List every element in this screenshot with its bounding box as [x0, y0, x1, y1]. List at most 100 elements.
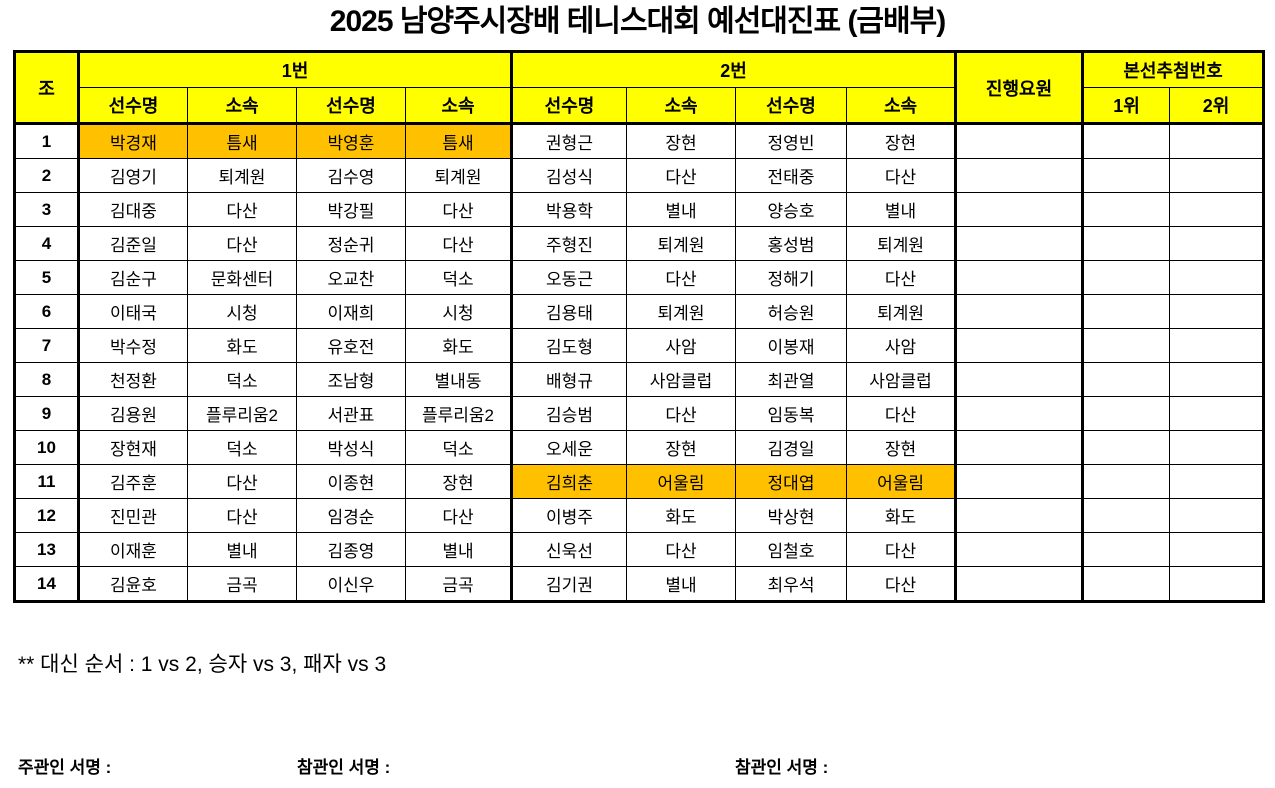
player-name-cell: 이신우 [296, 566, 406, 602]
first-place-cell [1081, 260, 1171, 295]
club-cell: 다산 [187, 498, 297, 533]
club-cell: 덕소 [187, 430, 297, 465]
club-cell: 장현 [626, 122, 737, 159]
header-draw-number: 본선추첨번호 [1081, 51, 1265, 88]
player-name-cell: 박성식 [296, 430, 406, 465]
header-second-place: 2위 [1169, 87, 1265, 124]
group-number-cell: 14 [14, 566, 79, 602]
player-name-cell: 이병주 [510, 498, 628, 533]
match-order-note: ** 대신 순서 : 1 vs 2, 승자 vs 3, 패자 vs 3 [18, 653, 387, 676]
group-number-cell: 5 [14, 260, 79, 295]
group-number-cell: 11 [14, 464, 79, 499]
club-cell: 다산 [626, 396, 737, 431]
player-name-cell: 서관표 [296, 396, 406, 431]
player-name-cell: 유호전 [296, 328, 406, 363]
second-place-cell [1169, 430, 1265, 465]
club-cell: 퇴계원 [846, 226, 957, 261]
staff-cell [954, 532, 1084, 567]
observer-signature-label: 참관인 서명 : [297, 758, 391, 777]
club-cell: 플루리움2 [187, 396, 297, 431]
player-name-cell: 박경재 [77, 122, 188, 159]
player-name-cell: 임동복 [735, 396, 848, 431]
player-name-cell: 전태중 [735, 158, 848, 193]
bracket-table: 조 1번 2번 진행요원 본선추첨번호 선수명 소속 선수명 소속 선수명 소속… [13, 50, 1266, 603]
group-number-cell: 13 [14, 532, 79, 567]
second-place-cell [1169, 158, 1265, 193]
second-place-cell [1169, 532, 1265, 567]
first-place-cell [1081, 532, 1171, 567]
player-name-cell: 허승원 [735, 294, 848, 329]
player-name-cell: 진민관 [77, 498, 188, 533]
club-cell: 화도 [187, 328, 297, 363]
player-name-cell: 김도형 [510, 328, 628, 363]
player-name-cell: 이재훈 [77, 532, 188, 567]
player-name-cell: 정해기 [735, 260, 848, 295]
club-cell: 금곡 [404, 566, 513, 602]
table-row: 11 김주훈 다산 이종현 장현 김희춘 어울림 정대엽 어울림 [14, 464, 1265, 499]
header-group-column: 조 [14, 51, 79, 124]
club-cell: 다산 [846, 396, 957, 431]
header-match1: 1번 [76, 51, 513, 88]
page-title: 2025 남양주시장배 테니스대회 예선대진표 (금배부) [329, 5, 946, 38]
table-header-group-row: 조 1번 2번 진행요원 본선추첨번호 [14, 51, 1265, 124]
player-name-cell: 김수영 [296, 158, 406, 193]
staff-cell [954, 362, 1084, 397]
table-row: 14 김윤호 금곡 이신우 금곡 김기권 별내 최우석 다산 [14, 566, 1265, 602]
club-cell: 화도 [846, 498, 957, 533]
club-cell: 다산 [846, 532, 957, 567]
player-name-cell: 김윤호 [77, 566, 188, 602]
observer-signature-label: 참관인 서명 : [735, 758, 829, 777]
first-place-cell [1081, 464, 1171, 499]
club-cell: 어울림 [846, 464, 957, 499]
player-name-cell: 박상현 [735, 498, 848, 533]
player-name-cell: 최우석 [735, 566, 848, 602]
header-club: 소속 [404, 87, 513, 124]
table-row: 2 김영기 퇴계원 김수영 퇴계원 김성식 다산 전태중 다산 [14, 158, 1265, 193]
player-name-cell: 김희춘 [510, 464, 628, 499]
group-number-cell: 12 [14, 498, 79, 533]
second-place-cell [1169, 192, 1265, 227]
first-place-cell [1081, 396, 1171, 431]
staff-cell [954, 192, 1084, 227]
first-place-cell [1081, 192, 1171, 227]
club-cell: 장현 [846, 430, 957, 465]
group-number-cell: 1 [14, 122, 79, 159]
club-cell: 금곡 [187, 566, 297, 602]
staff-cell [954, 328, 1084, 363]
player-name-cell: 김기권 [510, 566, 628, 602]
staff-cell [954, 158, 1084, 193]
player-name-cell: 양승호 [735, 192, 848, 227]
club-cell: 장현 [404, 464, 513, 499]
table-row: 12 진민관 다산 임경순 다산 이병주 화도 박상현 화도 [14, 498, 1265, 533]
staff-cell [954, 260, 1084, 295]
second-place-cell [1169, 498, 1265, 533]
club-cell: 별내 [846, 192, 957, 227]
player-name-cell: 이봉재 [735, 328, 848, 363]
club-cell: 장현 [626, 430, 737, 465]
club-cell: 퇴계원 [626, 226, 737, 261]
staff-cell [954, 430, 1084, 465]
table-row: 6 이태국 시청 이재희 시청 김용태 퇴계원 허승원 퇴계원 [14, 294, 1265, 329]
header-player-name: 선수명 [735, 87, 848, 124]
table-row: 3 김대중 다산 박강필 다산 박용학 별내 양승호 별내 [14, 192, 1265, 227]
player-name-cell: 임경순 [296, 498, 406, 533]
table-row: 13 이재훈 별내 김종영 별내 신욱선 다산 임철호 다산 [14, 532, 1265, 567]
table-row: 8 천정환 덕소 조남형 별내동 배형규 사암클럽 최관열 사암클럽 [14, 362, 1265, 397]
table-row: 9 김용원 플루리움2 서관표 플루리움2 김승범 다산 임동복 다산 [14, 396, 1265, 431]
staff-cell [954, 226, 1084, 261]
table-header: 조 1번 2번 진행요원 본선추첨번호 선수명 소속 선수명 소속 선수명 소속… [14, 51, 1265, 124]
player-name-cell: 홍성범 [735, 226, 848, 261]
player-name-cell: 정대엽 [735, 464, 848, 499]
player-name-cell: 김영기 [77, 158, 188, 193]
club-cell: 사암 [846, 328, 957, 363]
group-number-cell: 8 [14, 362, 79, 397]
club-cell: 다산 [626, 260, 737, 295]
second-place-cell [1169, 294, 1265, 329]
club-cell: 다산 [187, 226, 297, 261]
club-cell: 퇴계원 [187, 158, 297, 193]
second-place-cell [1169, 464, 1265, 499]
player-name-cell: 오동근 [510, 260, 628, 295]
club-cell: 덕소 [404, 430, 513, 465]
table-row: 10 장현재 덕소 박성식 덕소 오세운 장현 김경일 장현 [14, 430, 1265, 465]
player-name-cell: 최관열 [735, 362, 848, 397]
